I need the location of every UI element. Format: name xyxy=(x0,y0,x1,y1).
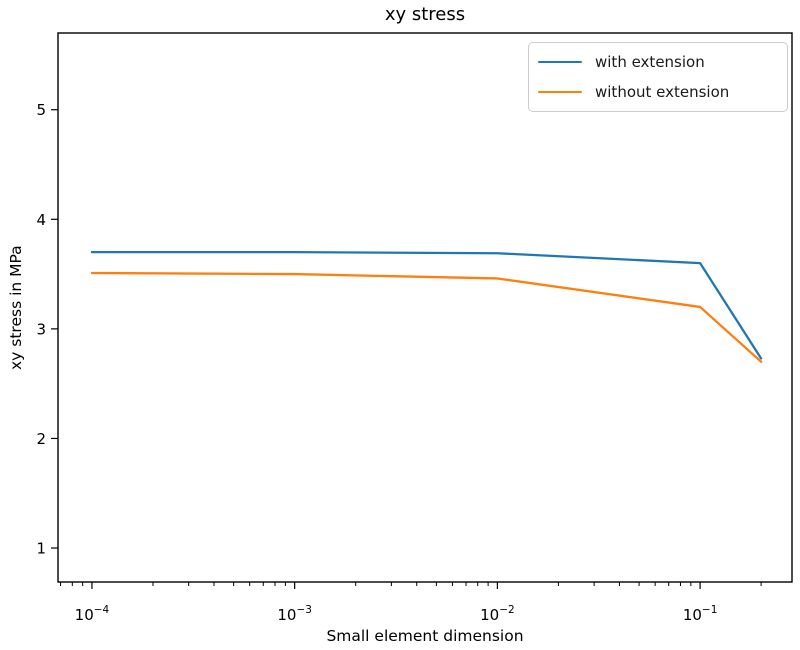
x-tick-label: 10−1 xyxy=(683,604,718,624)
chart-title: xy stress xyxy=(384,4,466,25)
legend: with extension without extension xyxy=(528,42,788,112)
x-tick-label: 10−4 xyxy=(75,604,110,624)
x-tick-label: 10−2 xyxy=(480,604,515,624)
x-tick-label: 10−3 xyxy=(277,604,312,624)
legend-label: without extension xyxy=(595,83,730,101)
legend-entry-with-extension: with extension xyxy=(538,47,787,77)
y-tick-label: 4 xyxy=(36,211,46,229)
plot-border xyxy=(57,32,793,583)
line-with-extension xyxy=(90,251,763,360)
y-tick-label: 3 xyxy=(36,320,46,338)
y-tick-label: 1 xyxy=(36,540,46,558)
legend-label: with extension xyxy=(595,53,705,71)
line-without-extension xyxy=(90,271,763,363)
legend-line-sample-blue xyxy=(538,60,582,64)
y-tick-label: 2 xyxy=(36,430,46,448)
legend-entry-without-extension: without extension xyxy=(538,77,787,107)
x-axis-label: Small element dimension xyxy=(326,627,524,645)
y-tick-label: 5 xyxy=(36,101,46,119)
y-axis-label: xy stress in MPa xyxy=(7,245,25,370)
legend-line-sample-orange xyxy=(538,90,582,94)
